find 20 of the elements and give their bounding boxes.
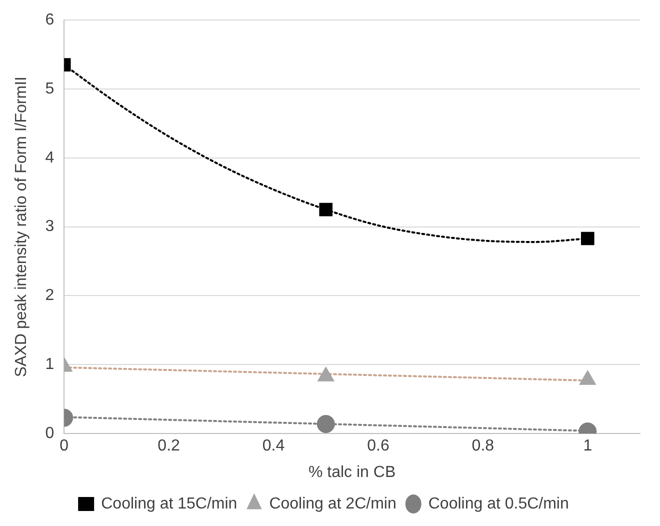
legend-label: Cooling at 0.5C/min — [428, 495, 569, 512]
x-tick-label: 0.2 — [158, 438, 180, 455]
y-tick-label: 1 — [45, 356, 54, 374]
y-tick-label: 2 — [45, 287, 54, 304]
point — [580, 232, 594, 246]
x-tick-label: 0.4 — [262, 438, 285, 455]
y-tick-label: 6 — [45, 11, 54, 28]
x-tick-label: 0.6 — [367, 438, 390, 455]
x-tick-label: 0.8 — [472, 438, 494, 455]
x-tick-label: 1 — [583, 438, 592, 455]
y-tick-label: 5 — [45, 80, 54, 98]
y-tick-label: 0 — [45, 425, 54, 442]
y-tick-label: 4 — [45, 149, 54, 166]
x-tick-label: 0 — [60, 438, 69, 455]
x-axis-title: % talc in CB — [308, 464, 396, 481]
legend-label: Cooling at 2C/min — [269, 495, 396, 512]
y-axis-title: SAXD peak intensity ratio of Form I/FormII — [13, 76, 30, 378]
point — [580, 370, 596, 385]
legend-label: Cooling at 15C/min — [101, 495, 238, 512]
y-tick-label: 3 — [45, 218, 54, 236]
